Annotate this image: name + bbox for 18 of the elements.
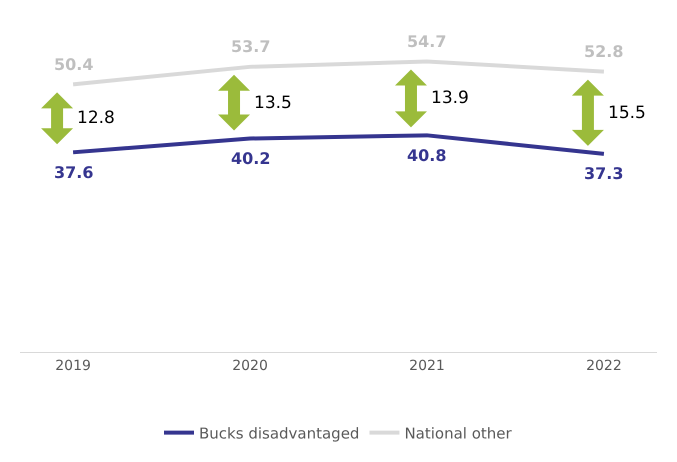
annotation: 13.5 [254, 93, 292, 113]
data-label: 40.8 [407, 146, 446, 165]
data-label: 54.7 [407, 32, 446, 51]
annotation: 13.9 [431, 88, 469, 108]
x-tick-label: 2019 [55, 358, 91, 374]
x-tick-label: 2022 [586, 358, 622, 374]
annotation: 12.8 [77, 108, 115, 128]
legend-label: Bucks disadvantaged [199, 424, 360, 442]
data-label: 40.2 [231, 149, 270, 168]
data-label: 53.7 [231, 37, 270, 56]
data-label: 37.3 [584, 164, 624, 183]
x-tick-label: 2021 [409, 358, 445, 374]
legend-label: National other [404, 424, 513, 442]
data-label: 52.8 [584, 42, 624, 61]
data-label: 50.4 [54, 55, 94, 74]
x-tick-label: 2020 [232, 358, 268, 374]
annotation: 15.5 [608, 103, 646, 123]
data-label: 37.6 [54, 163, 94, 182]
